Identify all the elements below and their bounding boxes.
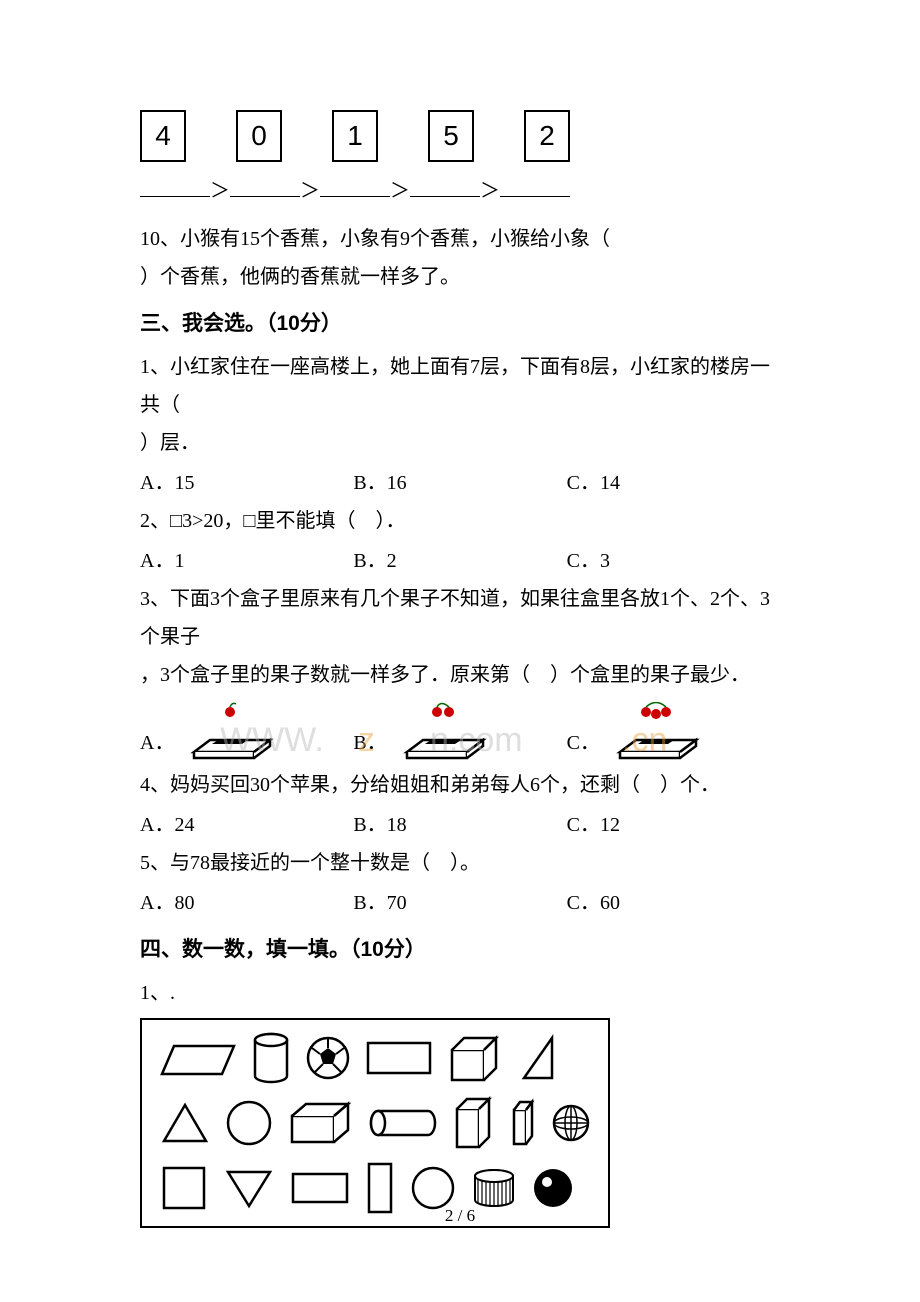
opt-label: C．14 bbox=[567, 472, 620, 494]
parallelogram-icon bbox=[160, 1038, 236, 1078]
opt-c[interactable]: C．3 bbox=[567, 542, 780, 580]
opt-a[interactable]: A．80 bbox=[140, 884, 353, 922]
opt-b[interactable]: B．16 bbox=[353, 464, 566, 502]
box-cherry-3-icon bbox=[608, 702, 708, 762]
opt-label: A．80 bbox=[140, 892, 194, 914]
box-cherry-2-icon bbox=[395, 702, 495, 762]
opt-c[interactable]: C． bbox=[567, 702, 780, 762]
section4-title: 四、数一数，填一填。（10分） bbox=[140, 930, 780, 970]
number-cards-row: 4 0 1 5 2 bbox=[140, 110, 780, 162]
opt-label: B． bbox=[353, 724, 386, 762]
opt-label: B．18 bbox=[353, 814, 406, 836]
card-3: 1 bbox=[332, 110, 378, 162]
s3-q5-opts: A．80 B．70 C．60 bbox=[140, 884, 780, 922]
s3-q3-opts: WWW. z n.com .cn A． B． bbox=[140, 702, 780, 762]
gt-sep: ＞ bbox=[480, 180, 500, 202]
s3-q2: 2、□3>20，□里不能填（ ）． bbox=[140, 502, 780, 540]
rectangle-icon bbox=[366, 1039, 432, 1077]
opt-label: B．16 bbox=[353, 472, 406, 494]
blank[interactable] bbox=[230, 178, 300, 197]
opt-b[interactable]: B．70 bbox=[353, 884, 566, 922]
card-value: 5 bbox=[443, 109, 459, 162]
card-value: 2 bbox=[539, 109, 555, 162]
opt-label: A．24 bbox=[140, 814, 194, 836]
box-cherry-1-icon bbox=[182, 702, 282, 762]
q-text2: ，3个盒子里的果子数就一样多了．原来第（ ）个盒里的果子最少． bbox=[140, 664, 750, 686]
opt-b[interactable]: B．2 bbox=[353, 542, 566, 580]
gt-sep: ＞ bbox=[210, 180, 230, 202]
gt-sep: ＞ bbox=[300, 180, 320, 202]
blank[interactable] bbox=[140, 178, 210, 197]
opt-label: A． bbox=[140, 724, 174, 762]
opt-c[interactable]: C．14 bbox=[567, 464, 780, 502]
page-footer: 2 / 6 bbox=[0, 1200, 920, 1232]
opt-label: B．2 bbox=[353, 550, 396, 572]
opt-b[interactable]: B．18 bbox=[353, 806, 566, 844]
opt-label: A．15 bbox=[140, 472, 194, 494]
s3-q3: 3、下面3个盒子里原来有几个果子不知道，如果往盒里各放1个、2个、3个果子 ，3… bbox=[140, 580, 780, 694]
q-text: 4、妈妈买回30个苹果，分给姐姐和弟弟每人6个，还剩（ ）个． bbox=[140, 774, 720, 796]
soccer-ball-icon bbox=[306, 1036, 350, 1080]
q10-line2: ）个香蕉，他俩的香蕉就一样多了。 bbox=[140, 266, 460, 288]
page: 4 0 1 5 2 ＞ ＞ ＞ ＞ 10、小猴有15个香蕉，小象有9个香蕉，小猴给小象… bbox=[0, 0, 920, 1302]
opt-a[interactable]: A．24 bbox=[140, 806, 353, 844]
shape-row-1 bbox=[160, 1030, 590, 1086]
q10-line1: 10、小猴有15个香蕉，小象有9个香蕉，小猴给小象（ bbox=[140, 228, 610, 250]
blank[interactable] bbox=[500, 178, 570, 197]
s3-q1-opts: A．15 B．16 C．14 bbox=[140, 464, 780, 502]
s4-q1: 1、. bbox=[140, 974, 780, 1012]
globe-icon bbox=[551, 1103, 590, 1143]
opt-c[interactable]: C．12 bbox=[567, 806, 780, 844]
q-text: 1、小红家住在一座高楼上，她上面有7层，下面有8层，小红家的楼房一共（ bbox=[140, 356, 770, 416]
cylinder-lying-icon bbox=[368, 1108, 436, 1138]
card-value: 1 bbox=[347, 109, 363, 162]
q-text: 5、与78最接近的一个整十数是（ ）。 bbox=[140, 852, 480, 874]
right-triangle-icon bbox=[520, 1034, 556, 1082]
tall-cuboid-icon bbox=[453, 1095, 494, 1151]
s3-q1: 1、小红家住在一座高楼上，她上面有7层，下面有8层，小红家的楼房一共（ ）层． bbox=[140, 348, 780, 462]
opt-a[interactable]: A．1 bbox=[140, 542, 353, 580]
q10: 10、小猴有15个香蕉，小象有9个香蕉，小猴给小象（ ）个香蕉，他俩的香蕉就一样… bbox=[140, 220, 780, 296]
opt-label: B．70 bbox=[353, 892, 406, 914]
blank[interactable] bbox=[410, 178, 480, 197]
opt-label: C．12 bbox=[567, 814, 620, 836]
blank[interactable] bbox=[320, 178, 390, 197]
opt-a[interactable]: A．15 bbox=[140, 464, 353, 502]
cylinder-icon bbox=[252, 1032, 290, 1084]
s3-q4: 4、妈妈买回30个苹果，分给姐姐和弟弟每人6个，还剩（ ）个． bbox=[140, 766, 780, 804]
opt-label: A．1 bbox=[140, 550, 184, 572]
narrow-prism-icon bbox=[510, 1098, 535, 1148]
opt-label: C．3 bbox=[567, 550, 610, 572]
q-text2: ）层． bbox=[140, 432, 200, 454]
opt-a[interactable]: A． bbox=[140, 702, 353, 762]
cube-icon bbox=[448, 1034, 504, 1082]
opt-b[interactable]: B． bbox=[353, 702, 566, 762]
opt-label: C．60 bbox=[567, 892, 620, 914]
card-value: 0 bbox=[251, 109, 267, 162]
opt-c[interactable]: C．60 bbox=[567, 884, 780, 922]
card-4: 5 bbox=[428, 110, 474, 162]
s3-q5: 5、与78最接近的一个整十数是（ ）。 bbox=[140, 844, 780, 882]
circle-icon bbox=[225, 1099, 272, 1147]
card-1: 4 bbox=[140, 110, 186, 162]
triangle-icon bbox=[160, 1101, 209, 1145]
s3-q2-opts: A．1 B．2 C．3 bbox=[140, 542, 780, 580]
section3-title: 三、我会选。（10分） bbox=[140, 304, 780, 344]
card-2: 0 bbox=[236, 110, 282, 162]
card-value: 4 bbox=[155, 109, 171, 162]
opt-label: C． bbox=[567, 724, 600, 762]
q-text: 3、下面3个盒子里原来有几个果子不知道，如果往盒里各放1个、2个、3个果子 bbox=[140, 588, 770, 648]
q-text: 1、. bbox=[140, 982, 175, 1004]
q-text: 2、□3>20，□里不能填（ ）． bbox=[140, 510, 405, 532]
cuboid-icon bbox=[288, 1100, 352, 1146]
shapes-frame bbox=[140, 1018, 610, 1228]
shape-row-2 bbox=[160, 1095, 590, 1151]
s3-q4-opts: A．24 B．18 C．12 bbox=[140, 806, 780, 844]
gt-sep: ＞ bbox=[390, 180, 410, 202]
ordering-blanks: ＞ ＞ ＞ ＞ bbox=[140, 172, 780, 210]
card-5: 2 bbox=[524, 110, 570, 162]
